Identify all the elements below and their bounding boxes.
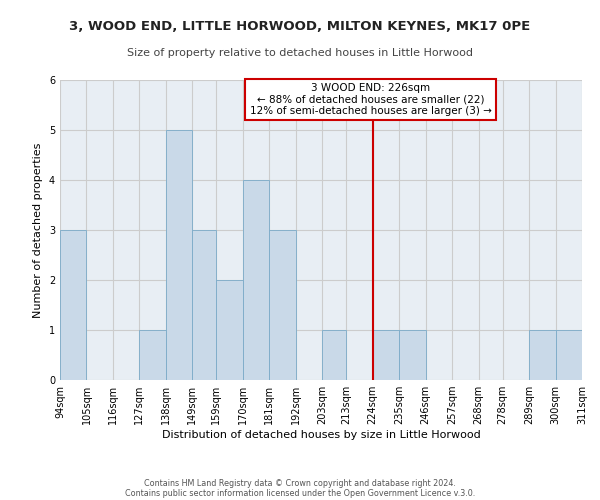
Bar (243, 180, 269, 380)
Bar (556, 330, 582, 380)
Text: Contains public sector information licensed under the Open Government Licence v.: Contains public sector information licen… (125, 488, 475, 498)
Bar (373, 330, 399, 380)
Text: Size of property relative to detached houses in Little Horwood: Size of property relative to detached ho… (127, 48, 473, 58)
Y-axis label: Number of detached properties: Number of detached properties (34, 142, 43, 318)
X-axis label: Distribution of detached houses by size in Little Horwood: Distribution of detached houses by size … (161, 430, 481, 440)
Text: Contains HM Land Registry data © Crown copyright and database right 2024.: Contains HM Land Registry data © Crown c… (144, 478, 456, 488)
Text: 3 WOOD END: 226sqm
← 88% of detached houses are smaller (22)
12% of semi-detache: 3 WOOD END: 226sqm ← 88% of detached hou… (250, 83, 491, 116)
Bar (166, 130, 193, 380)
Bar (269, 230, 296, 380)
Bar (139, 330, 166, 380)
Bar (529, 330, 556, 380)
Bar (193, 230, 217, 380)
Bar (322, 330, 346, 380)
Bar (60, 230, 86, 380)
Bar (217, 280, 243, 380)
Text: 3, WOOD END, LITTLE HORWOOD, MILTON KEYNES, MK17 0PE: 3, WOOD END, LITTLE HORWOOD, MILTON KEYN… (70, 20, 530, 33)
Bar (399, 330, 425, 380)
